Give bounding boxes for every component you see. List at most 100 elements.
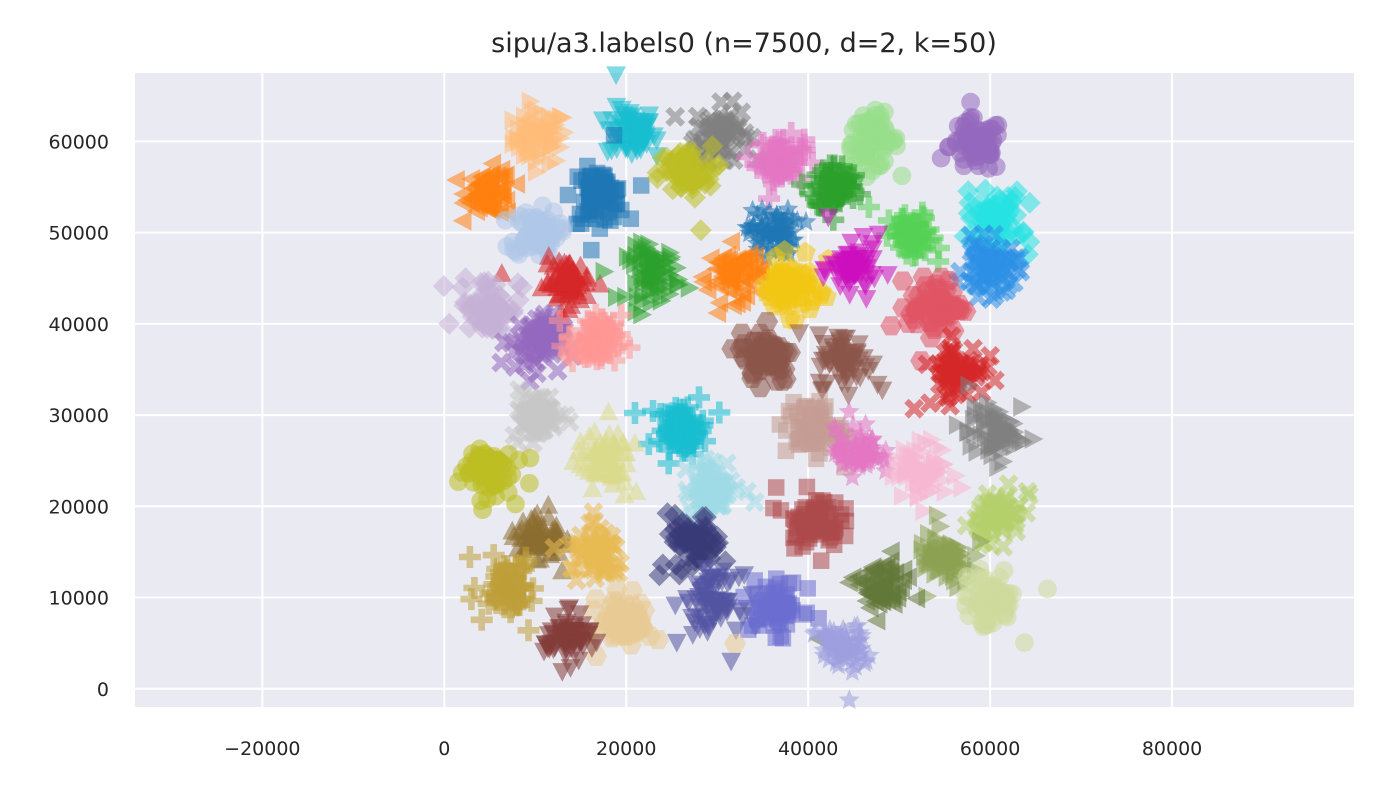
- chart-title: sipu/a3.labels0 (n=7500, d=2, k=50): [491, 28, 997, 59]
- data-point: [837, 512, 855, 530]
- data-point: [948, 300, 971, 321]
- y-tick-label: 20000: [49, 496, 109, 518]
- cluster-42: [458, 544, 544, 642]
- data-point: [906, 588, 926, 609]
- data-point: [446, 170, 465, 190]
- data-point: [457, 190, 476, 210]
- data-point: [517, 619, 540, 642]
- data-point: [980, 440, 999, 461]
- data-point: [831, 155, 853, 178]
- data-point: [642, 243, 662, 263]
- data-point: [986, 115, 1005, 135]
- cluster-43: [665, 560, 766, 672]
- data-point: [579, 426, 600, 445]
- data-point: [820, 183, 843, 206]
- data-point: [897, 464, 917, 485]
- data-point: [966, 260, 987, 281]
- cluster-16: [692, 231, 780, 323]
- data-point: [785, 151, 808, 174]
- data-point: [839, 285, 860, 305]
- data-point: [598, 401, 619, 421]
- data-point: [968, 441, 988, 462]
- data-point: [460, 588, 483, 611]
- data-points: [432, 66, 1057, 710]
- data-point: [702, 471, 723, 492]
- data-point: [904, 237, 927, 260]
- data-point: [604, 553, 625, 574]
- data-point: [471, 491, 491, 511]
- data-point: [558, 338, 581, 361]
- data-point: [525, 343, 545, 364]
- data-point: [842, 187, 864, 209]
- data-point: [543, 255, 564, 275]
- data-point: [688, 386, 710, 409]
- cluster-44: [735, 570, 827, 647]
- data-point: [568, 651, 589, 671]
- data-point: [814, 260, 835, 280]
- data-point: [992, 500, 1012, 521]
- data-point: [527, 224, 547, 244]
- data-point: [917, 354, 938, 375]
- data-point: [974, 178, 997, 201]
- data-point: [892, 166, 912, 186]
- data-point: [841, 233, 862, 253]
- data-point: [772, 341, 795, 361]
- data-point: [838, 689, 860, 710]
- data-point: [671, 417, 694, 440]
- data-point: [733, 607, 753, 626]
- data-point: [1038, 579, 1057, 599]
- data-point: [960, 375, 980, 396]
- data-point: [872, 381, 893, 401]
- data-point: [794, 501, 811, 518]
- data-point: [498, 468, 518, 488]
- data-point: [850, 637, 872, 658]
- data-point: [759, 585, 777, 602]
- data-point: [569, 168, 586, 185]
- data-point: [852, 439, 874, 460]
- data-point: [749, 323, 772, 343]
- data-point: [656, 502, 679, 525]
- data-point: [639, 106, 660, 126]
- data-point: [867, 448, 889, 469]
- data-point: [552, 218, 572, 238]
- data-point: [438, 312, 461, 335]
- data-point: [812, 552, 830, 569]
- data-point: [705, 532, 727, 555]
- data-point: [963, 338, 983, 359]
- data-point: [820, 499, 837, 516]
- data-point: [690, 478, 711, 499]
- data-point: [818, 633, 840, 654]
- data-point: [898, 567, 917, 587]
- data-point: [849, 425, 871, 446]
- data-point: [592, 111, 613, 131]
- data-point: [863, 250, 883, 269]
- data-point: [961, 92, 980, 112]
- data-point: [708, 597, 729, 616]
- data-point: [804, 187, 827, 209]
- data-point: [666, 410, 689, 433]
- data-point: [1018, 191, 1041, 214]
- data-point: [697, 280, 717, 300]
- data-point: [449, 472, 468, 492]
- data-point: [964, 236, 984, 257]
- data-point: [973, 568, 993, 588]
- data-point: [559, 599, 580, 619]
- data-point: [929, 306, 952, 327]
- data-point: [698, 618, 719, 637]
- data-point: [801, 151, 824, 174]
- data-point: [816, 189, 839, 212]
- data-point: [866, 610, 886, 631]
- cluster-40: [544, 502, 631, 591]
- data-point: [956, 112, 976, 132]
- data-point: [798, 426, 816, 444]
- data-point: [590, 273, 610, 293]
- data-point: [791, 173, 814, 196]
- data-point: [737, 481, 757, 502]
- y-tick-label: 30000: [49, 405, 109, 427]
- data-point: [841, 466, 863, 487]
- data-point: [927, 250, 950, 273]
- data-point: [830, 442, 852, 463]
- data-point: [636, 267, 656, 288]
- data-point: [520, 473, 539, 493]
- data-point: [691, 414, 714, 437]
